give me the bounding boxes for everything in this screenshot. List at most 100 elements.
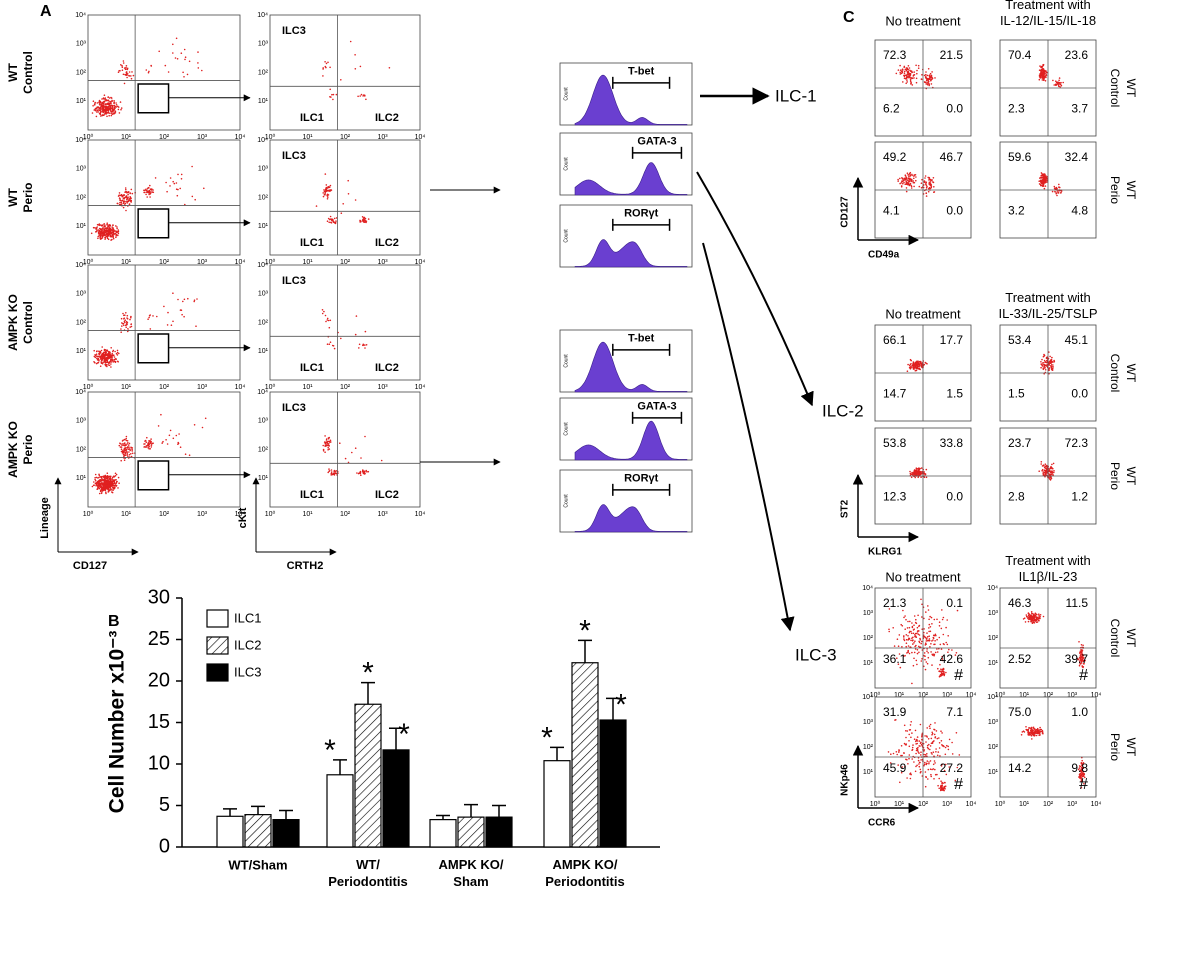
axis-tick-label: 10¹ <box>258 223 269 230</box>
event-dot <box>102 361 104 364</box>
event-dot <box>911 639 914 642</box>
axis-tick-label: 10³ <box>76 291 87 298</box>
event-dot <box>117 202 119 205</box>
event-dot <box>180 52 183 54</box>
event-dot <box>362 470 364 472</box>
event-dot <box>941 732 943 734</box>
event-dot <box>109 108 112 110</box>
event-dot <box>365 220 368 222</box>
event-dot <box>937 751 940 753</box>
event-dot <box>947 745 949 748</box>
event-dot <box>105 477 108 479</box>
gate-label: ILC1 <box>300 237 324 249</box>
histogram-area <box>574 162 688 196</box>
event-dot <box>127 455 129 458</box>
event-dot <box>1080 762 1083 764</box>
event-dot <box>910 630 912 633</box>
event-dot <box>101 489 104 491</box>
event-dot <box>925 775 927 778</box>
event-dot <box>126 443 128 445</box>
event-dot <box>926 727 928 729</box>
row-label: Control <box>1108 619 1122 658</box>
event-dot <box>940 627 943 630</box>
axis-tick-label: 10¹ <box>302 134 313 141</box>
event-dot <box>182 71 184 74</box>
event-dot <box>1081 650 1083 653</box>
event-dot <box>915 467 918 470</box>
event-dot <box>1083 782 1085 785</box>
event-dot <box>91 112 94 114</box>
event-dot <box>124 442 126 444</box>
event-dot <box>905 187 908 189</box>
event-dot <box>105 484 107 487</box>
event-dot <box>943 785 946 788</box>
event-dot <box>109 100 111 103</box>
event-dot <box>150 446 153 448</box>
axis-label: ST2 <box>840 499 851 518</box>
event-dot <box>1082 763 1085 765</box>
event-dot <box>126 318 129 320</box>
event-dot <box>112 227 114 229</box>
event-dot <box>917 751 919 753</box>
dots <box>90 37 1086 792</box>
event-dot <box>1038 78 1041 81</box>
event-dot <box>909 183 912 185</box>
event-dot <box>125 200 127 203</box>
event-dot <box>324 192 327 194</box>
bar <box>354 703 382 848</box>
event-dot <box>131 450 133 452</box>
event-dot <box>1041 364 1043 366</box>
event-dot <box>938 625 941 627</box>
event-dot <box>905 177 908 180</box>
event-dot <box>125 435 128 438</box>
event-dot <box>113 106 116 108</box>
event-dot <box>113 230 116 232</box>
event-dot <box>182 300 184 303</box>
event-dot <box>167 71 170 73</box>
event-dot <box>934 633 937 636</box>
event-dot <box>1042 68 1045 70</box>
axis-tick-label: 10² <box>76 446 87 453</box>
event-dot <box>929 626 932 628</box>
event-dot <box>100 488 103 490</box>
column-header: No treatment <box>885 569 961 584</box>
event-dot <box>1053 471 1055 474</box>
event-dot <box>322 448 325 451</box>
event-dot <box>107 358 109 360</box>
event-dot <box>904 68 907 71</box>
event-dot <box>942 633 945 636</box>
event-dot <box>938 621 941 623</box>
event-dot <box>911 748 914 751</box>
event-dot <box>96 362 99 364</box>
event-dot <box>915 81 918 84</box>
axis-tick-label: 10³ <box>1067 692 1078 699</box>
event-dot <box>924 636 927 639</box>
axis-label: CD49a <box>868 250 900 261</box>
event-dot <box>919 742 922 744</box>
gate-label: ILC2 <box>375 112 399 124</box>
event-dot <box>905 176 908 179</box>
axis-tick-label: 10² <box>159 511 170 518</box>
event-dot <box>908 637 910 640</box>
event-dot <box>127 328 129 330</box>
event-dot <box>148 191 151 194</box>
event-dot <box>110 111 113 113</box>
event-dot <box>940 730 942 732</box>
event-dot <box>910 632 913 635</box>
event-dot <box>95 227 98 229</box>
event-dot <box>325 320 327 323</box>
event-dot <box>122 312 124 315</box>
axis-tick-label: 10³ <box>377 384 388 391</box>
event-dot <box>98 229 101 232</box>
axis-tick-label: 10⁴ <box>257 12 268 19</box>
axis-tick-label: 10⁴ <box>415 134 426 141</box>
event-dot <box>1079 660 1081 663</box>
event-dot <box>920 476 922 479</box>
event-dot <box>1054 190 1056 193</box>
event-dot <box>926 636 929 638</box>
event-dot <box>1048 473 1050 475</box>
event-dot <box>933 733 936 736</box>
event-dot <box>940 765 943 767</box>
plot-frame <box>87 391 241 508</box>
axis-tick-label: 10¹ <box>863 769 874 776</box>
